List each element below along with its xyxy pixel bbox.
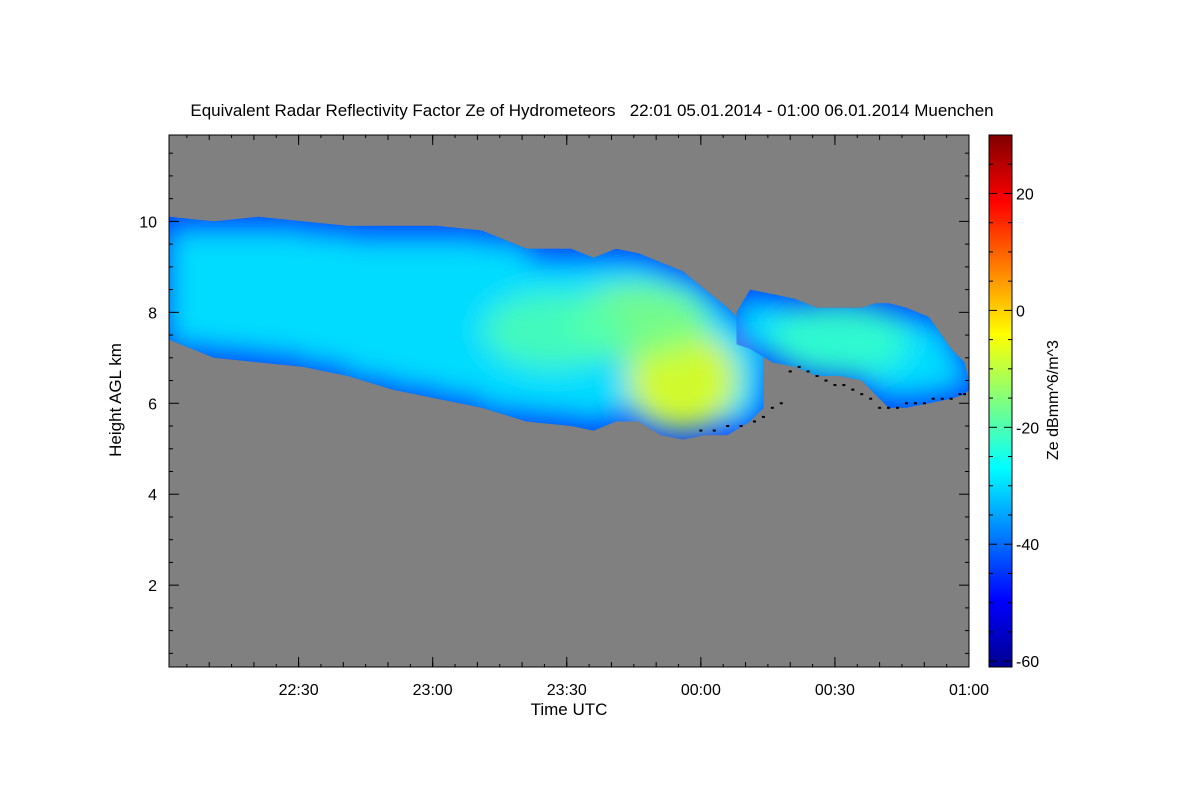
cloud-layer-interior [169, 226, 764, 431]
y-tick-label: 8 [148, 305, 157, 322]
y-tick-label: 2 [148, 578, 157, 595]
cloud-interior-cell [962, 372, 969, 385]
colorbar-label: Ze dBmm^6/m^3 [1045, 340, 1062, 460]
ground-echo-dot [815, 374, 819, 377]
ground-echo-dot [878, 406, 882, 409]
y-tick-label: 10 [139, 214, 157, 231]
x-tick-label: 23:00 [413, 682, 453, 699]
colorbar-tick-label: 20 [1016, 186, 1034, 203]
cloud-interior-cell [904, 317, 931, 398]
ground-echo-dot [712, 429, 716, 432]
x-axis-label: Time UTC [531, 700, 608, 719]
cloud-interior-cell [345, 235, 395, 380]
plot-frame [168, 134, 970, 668]
cloud-layer-interior [736, 299, 969, 408]
ground-echo-dot [958, 393, 962, 396]
ground-echo-dot [824, 379, 828, 382]
ground-echo-dot [770, 406, 774, 409]
ground-echo-dot [931, 397, 935, 400]
ground-echo-dot [833, 384, 837, 387]
y-axis: 2 4 6 8 10 [139, 152, 969, 654]
cloud-interior-cell [211, 226, 261, 353]
x-tick-label: 00:30 [815, 682, 855, 699]
colorbar-tick-label: 0 [1016, 303, 1025, 320]
ground-echo-dot [887, 406, 891, 409]
ground-echo-dot [851, 388, 855, 391]
ground-echo-dot [788, 370, 792, 373]
x-tick-label: 23:30 [547, 682, 587, 699]
colorbar-axis: -60 -40 -20 0 20 [989, 134, 1039, 671]
ground-echo-dot [797, 365, 801, 368]
cloud-interior-cell [301, 231, 350, 366]
ground-echo-dots [699, 365, 967, 432]
ground-echo-dot [949, 397, 953, 400]
y-axis-label: Height AGL km [106, 343, 125, 457]
cloud-layer-fill [169, 226, 764, 431]
ground-echo-dot [726, 425, 730, 428]
colorbar-tick-label: -60 [1016, 654, 1039, 671]
cloud-interior-cell [949, 358, 967, 389]
x-tick-label: 00:00 [681, 682, 721, 699]
cloud-interior-cell [435, 235, 484, 398]
ground-echo-dot [779, 402, 783, 405]
x-axis: 22:30 23:00 23:30 00:00 00:30 01:00 [186, 135, 989, 699]
y-tick-label: 6 [148, 396, 157, 413]
x-tick-label: 22:30 [279, 682, 319, 699]
ground-echo-dot [963, 393, 967, 396]
reflectivity-core [483, 292, 624, 369]
colorbar-tick-label: -20 [1016, 420, 1039, 437]
ground-echo-dot [895, 406, 899, 409]
ground-echo-dot [842, 384, 846, 387]
x-tick-label: 01:00 [949, 682, 989, 699]
reflectivity-core [769, 301, 910, 378]
cloud-field [169, 216, 969, 440]
y-tick-label: 4 [148, 487, 157, 504]
cloud-interior-cell [169, 226, 216, 348]
cloud-layer-fill [736, 299, 969, 408]
ground-echo-dot [869, 397, 873, 400]
colorbar [988, 134, 1013, 668]
chart-title: Equivalent Radar Reflectivity Factor Ze … [190, 101, 993, 120]
cloud-interior-cell [256, 226, 306, 357]
ground-echo-dot [940, 397, 944, 400]
ground-echo-dot [922, 402, 926, 405]
ground-echo-dot [860, 393, 864, 396]
ground-echo-dot [806, 370, 810, 373]
cloud-interior-cell [748, 340, 764, 412]
colorbar-tick-label: -40 [1016, 537, 1039, 554]
ground-echo-dot [913, 402, 917, 405]
ground-echo-dot [761, 415, 765, 418]
ground-echo-dot [739, 425, 743, 428]
ground-echo-dot [904, 402, 908, 405]
cloud-interior-cell [390, 235, 440, 389]
ground-echo-dot [752, 420, 756, 423]
ground-echo-dot [699, 429, 703, 432]
